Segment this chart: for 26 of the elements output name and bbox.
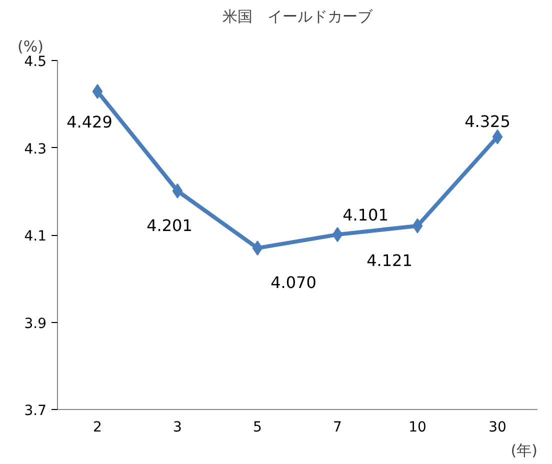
- x-tick-label: 10: [408, 420, 426, 436]
- x-tick-label: 5: [253, 420, 262, 436]
- chart-title: 米国 イールドカーブ: [222, 8, 374, 26]
- point: [332, 227, 343, 242]
- point: [492, 129, 503, 144]
- y-tick-label: 3.9: [24, 316, 46, 332]
- y-tick-label: 4.5: [24, 54, 46, 70]
- x-axis-title: (年): [510, 442, 538, 460]
- x-tick-label: 3: [173, 420, 182, 436]
- y-axis-title: (%): [18, 38, 44, 56]
- text: 4.121: [366, 250, 412, 270]
- y-tick-label: 3.7: [24, 403, 46, 419]
- x-tick-label: 30: [488, 420, 506, 436]
- text: 4.201: [146, 216, 192, 235]
- text: 4.101: [342, 206, 388, 225]
- x-tick-label: 7: [333, 420, 342, 436]
- point: [92, 84, 103, 99]
- point: [412, 218, 423, 234]
- point: [252, 240, 263, 256]
- text: 4.325: [464, 112, 510, 131]
- x-tick-label: 2: [93, 420, 102, 436]
- text: 4.429: [66, 112, 112, 132]
- y-tick-label: 4.1: [24, 228, 46, 244]
- text: 4.070: [270, 273, 316, 292]
- point: [172, 183, 183, 198]
- y-tick-label: 4.3: [24, 141, 46, 158]
